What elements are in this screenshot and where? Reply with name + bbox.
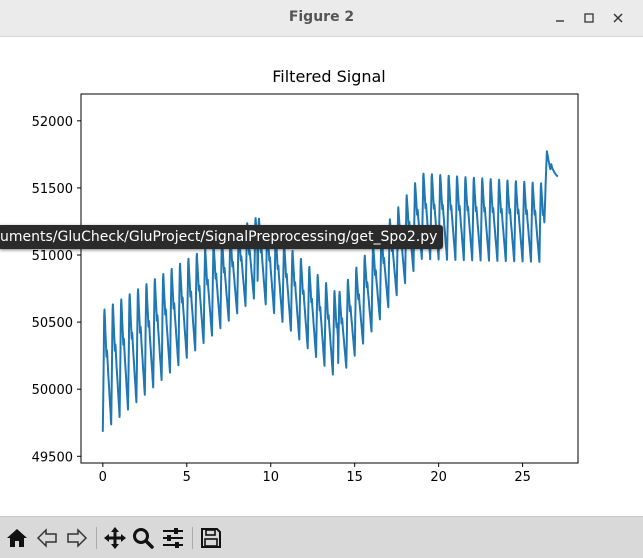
- title-bar: Figure 2: [0, 0, 643, 37]
- signal-line: [101, 150, 559, 432]
- pan-button[interactable]: [102, 525, 128, 551]
- x-tick-label: 5: [183, 470, 191, 485]
- save-icon: [201, 528, 221, 548]
- forward-icon: [67, 528, 88, 548]
- x-tick-label: 15: [346, 470, 363, 485]
- file-path-tooltip: uments/GluCheck/GluProject/SignalPreproc…: [0, 225, 444, 249]
- y-tick-label: 49500: [32, 450, 73, 465]
- figure-canvas[interactable]: Filtered Signal 0 5 10 15 20 25 49500 50000 5050…: [0, 37, 643, 516]
- y-tick-label: 51500: [32, 182, 73, 197]
- navigation-toolbar: [0, 516, 643, 558]
- x-tick-label: 25: [514, 470, 531, 485]
- configure-subplots-icon: [163, 528, 183, 548]
- zoom-icon: [133, 528, 154, 549]
- x-tick-label: 20: [430, 470, 447, 485]
- configure-subplots-button[interactable]: [160, 525, 186, 551]
- zoom-button[interactable]: [130, 525, 156, 551]
- forward-button[interactable]: [64, 525, 90, 551]
- back-button[interactable]: [34, 525, 60, 551]
- y-tick-label: 51000: [32, 249, 73, 264]
- maximize-button[interactable]: [577, 6, 601, 30]
- save-button[interactable]: [198, 525, 224, 551]
- minimize-icon: [556, 20, 564, 22]
- home-icon: [7, 529, 27, 547]
- y-tick-label: 50000: [32, 383, 73, 398]
- plot-title: Filtered Signal: [272, 67, 386, 86]
- minimize-button[interactable]: [548, 6, 572, 30]
- x-tick-label: 0: [99, 470, 107, 485]
- pan-icon: [104, 527, 126, 549]
- toolbar-separator: [96, 527, 97, 549]
- y-tick-label: 52000: [32, 115, 73, 130]
- x-tick-label: 10: [262, 470, 279, 485]
- close-icon: [613, 13, 623, 23]
- toolbar-separator: [192, 527, 193, 549]
- maximize-icon: [584, 13, 594, 23]
- home-button[interactable]: [4, 525, 30, 551]
- close-button[interactable]: [606, 6, 630, 30]
- back-icon: [36, 528, 57, 548]
- plot-frame: [80, 93, 579, 464]
- y-tick-label: 50500: [32, 316, 73, 331]
- window-title: Figure 2: [288, 9, 355, 25]
- plot-svg[interactable]: 0 5 10 15 20 25 49500 50000 50500 51000 51500 52000: [0, 37, 643, 516]
